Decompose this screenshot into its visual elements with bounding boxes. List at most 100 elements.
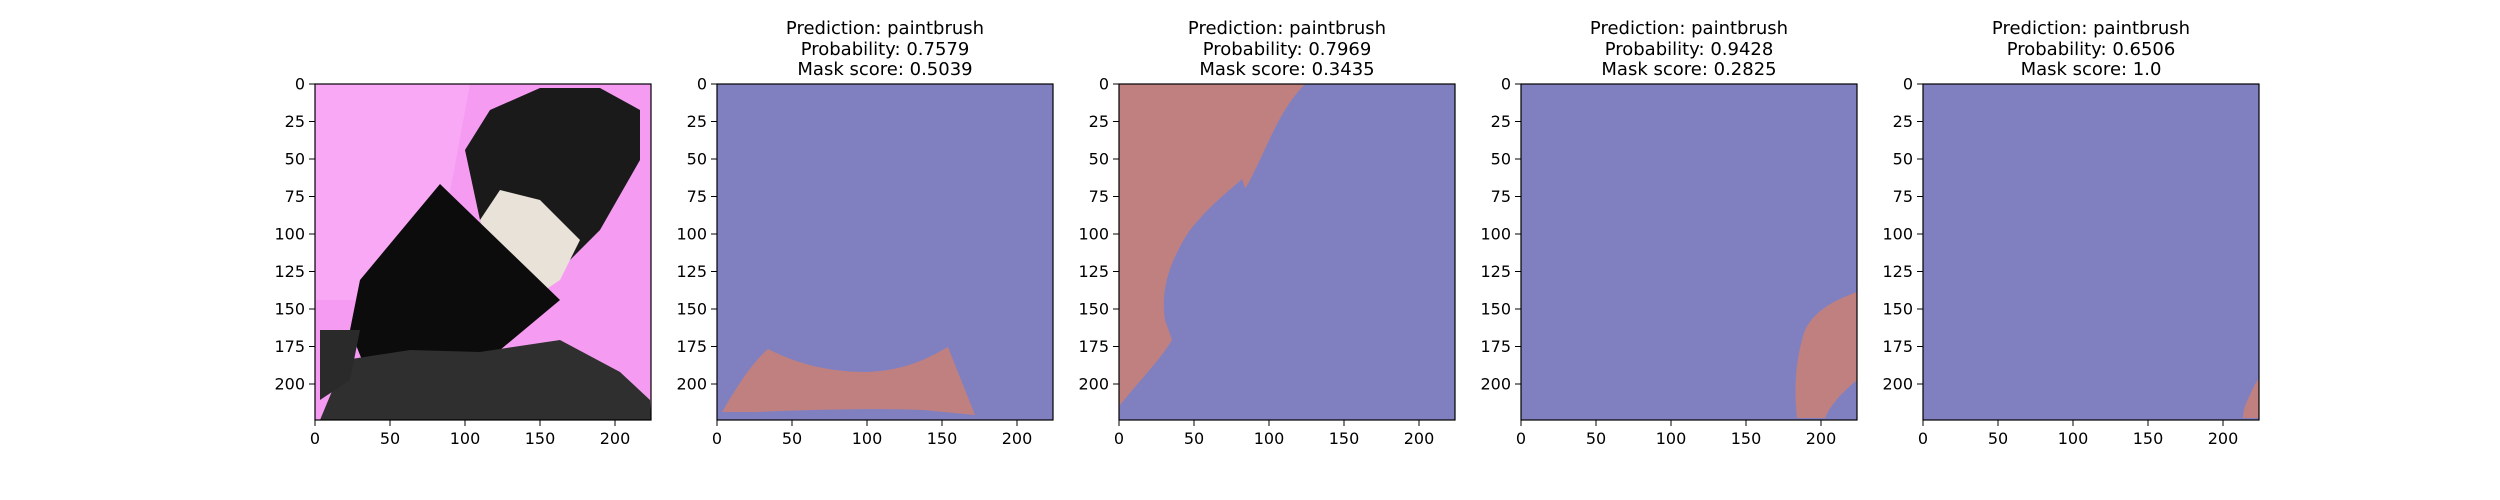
y-tick-label: 125 bbox=[274, 262, 305, 281]
y-tick-label: 175 bbox=[1480, 337, 1511, 356]
x-tick-label: 150 bbox=[927, 429, 958, 448]
y-tick-label: 125 bbox=[1882, 262, 1913, 281]
y-tick-label: 50 bbox=[1089, 150, 1109, 169]
axes-frame bbox=[314, 83, 652, 421]
y-tick-label: 25 bbox=[1089, 112, 1109, 131]
probability-label: Probability: 0.9428 bbox=[1604, 38, 1774, 60]
probability-label: Probability: 0.7969 bbox=[1202, 38, 1372, 60]
panel-title: Prediction: paintbrush Probability: 0.796… bbox=[1117, 18, 1457, 81]
mask-region bbox=[722, 347, 975, 415]
y-tick-label: 25 bbox=[687, 112, 707, 131]
x-tick-label: 0 bbox=[1516, 429, 1526, 448]
y-tick-label: 200 bbox=[274, 375, 305, 394]
y-tick-label: 25 bbox=[1491, 112, 1511, 131]
y-tick-label: 150 bbox=[1882, 300, 1913, 319]
mask-score-label: Mask score: 1.0 bbox=[2020, 59, 2162, 80]
y-tick-label: 100 bbox=[676, 225, 707, 244]
y-tick-label: 100 bbox=[1882, 225, 1913, 244]
x-tick-label: 150 bbox=[2133, 429, 2164, 448]
mask-score-label: Mask score: 0.3435 bbox=[1199, 59, 1375, 80]
y-tick-label: 0 bbox=[1501, 75, 1511, 94]
x-tick-label: 0 bbox=[1114, 429, 1124, 448]
y-tick-label: 50 bbox=[1893, 150, 1913, 169]
x-tick-label: 50 bbox=[1988, 429, 2008, 448]
y-tick-label: 200 bbox=[676, 375, 707, 394]
panel-title: Prediction: paintbrush Probability: 0.650… bbox=[1921, 18, 2261, 81]
x-tick-label: 200 bbox=[2208, 429, 2239, 448]
y-tick-label: 150 bbox=[274, 300, 305, 319]
probability-label: Probability: 0.6506 bbox=[2006, 38, 2176, 60]
probability-label: Probability: 0.7579 bbox=[800, 38, 970, 60]
mask-panel-2 bbox=[1119, 84, 1455, 420]
mask-score-label: Mask score: 0.2825 bbox=[1601, 59, 1777, 80]
x-tick-label: 200 bbox=[600, 429, 631, 448]
y-tick-label: 75 bbox=[1893, 187, 1913, 206]
panel-title: Prediction: paintbrush Probability: 0.757… bbox=[715, 18, 1055, 81]
x-tick-label: 50 bbox=[782, 429, 802, 448]
x-tick-label: 0 bbox=[1918, 429, 1928, 448]
x-tick-label: 100 bbox=[1254, 429, 1285, 448]
y-tick-label: 125 bbox=[1480, 262, 1511, 281]
y-tick-label: 0 bbox=[295, 75, 305, 94]
y-tick-label: 100 bbox=[1078, 225, 1109, 244]
y-tick-label: 175 bbox=[1882, 337, 1913, 356]
x-tick-label: 100 bbox=[1656, 429, 1687, 448]
axes-layer: 0 50 100 150 200 0 25 50 75 100 125 150 175 200 0 50 100… bbox=[274, 75, 2260, 448]
y-tick-label: 200 bbox=[1882, 375, 1913, 394]
y-tick-label: 25 bbox=[285, 112, 305, 131]
axes-frame bbox=[1118, 83, 1456, 421]
mask-region bbox=[1119, 84, 1305, 410]
x-tick-label: 50 bbox=[1586, 429, 1606, 448]
x-tick-label: 100 bbox=[2058, 429, 2089, 448]
x-tick-label: 200 bbox=[1002, 429, 1033, 448]
y-tick-label: 0 bbox=[1099, 75, 1109, 94]
y-tick-label: 125 bbox=[1078, 262, 1109, 281]
y-tick-label: 200 bbox=[1480, 375, 1511, 394]
y-tick-label: 175 bbox=[676, 337, 707, 356]
brush-base bbox=[320, 340, 651, 420]
y-tick-label: 75 bbox=[285, 187, 305, 206]
axes-frame bbox=[716, 83, 1054, 421]
y-tick-label: 175 bbox=[274, 337, 305, 356]
x-tick-label: 100 bbox=[852, 429, 883, 448]
x-tick-label: 100 bbox=[450, 429, 481, 448]
mask-background bbox=[1923, 84, 2259, 420]
x-tick-label: 50 bbox=[380, 429, 400, 448]
y-tick-label: 75 bbox=[687, 187, 707, 206]
prediction-label: Prediction: paintbrush bbox=[1991, 18, 2191, 39]
y-tick-label: 150 bbox=[676, 300, 707, 319]
y-tick-label: 125 bbox=[676, 262, 707, 281]
x-tick-label: 150 bbox=[525, 429, 556, 448]
y-tick-label: 175 bbox=[1078, 337, 1109, 356]
mask-region bbox=[1795, 292, 1857, 418]
axes-frame bbox=[1922, 83, 2260, 421]
y-tick-label: 75 bbox=[1089, 187, 1109, 206]
brush-handle bbox=[350, 184, 560, 390]
y-tick-label: 0 bbox=[697, 75, 707, 94]
y-tick-label: 150 bbox=[1078, 300, 1109, 319]
mask-score-label: Mask score: 0.5039 bbox=[797, 59, 973, 80]
x-tick-label: 150 bbox=[1731, 429, 1762, 448]
prediction-label: Prediction: paintbrush bbox=[785, 18, 985, 39]
y-tick-label: 150 bbox=[1480, 300, 1511, 319]
prediction-label: Prediction: paintbrush bbox=[1589, 18, 1789, 39]
y-tick-label: 75 bbox=[1491, 187, 1511, 206]
mask-region bbox=[2243, 378, 2259, 418]
panel-title: Prediction: paintbrush Probability: 0.942… bbox=[1519, 18, 1859, 81]
x-tick-label: 50 bbox=[1184, 429, 1204, 448]
prediction-label: Prediction: paintbrush bbox=[1187, 18, 1387, 39]
x-tick-label: 150 bbox=[1329, 429, 1360, 448]
panel-original-image bbox=[315, 84, 651, 420]
x-tick-label: 0 bbox=[712, 429, 722, 448]
brush-base-left bbox=[320, 330, 360, 400]
y-tick-label: 100 bbox=[274, 225, 305, 244]
y-tick-label: 0 bbox=[1903, 75, 1913, 94]
y-tick-label: 50 bbox=[687, 150, 707, 169]
y-tick-label: 200 bbox=[1078, 375, 1109, 394]
mask-panel-4 bbox=[1923, 84, 2259, 420]
y-tick-label: 50 bbox=[285, 150, 305, 169]
axes-frame bbox=[1520, 83, 1858, 421]
x-tick-label: 0 bbox=[310, 429, 320, 448]
y-tick-label: 100 bbox=[1480, 225, 1511, 244]
